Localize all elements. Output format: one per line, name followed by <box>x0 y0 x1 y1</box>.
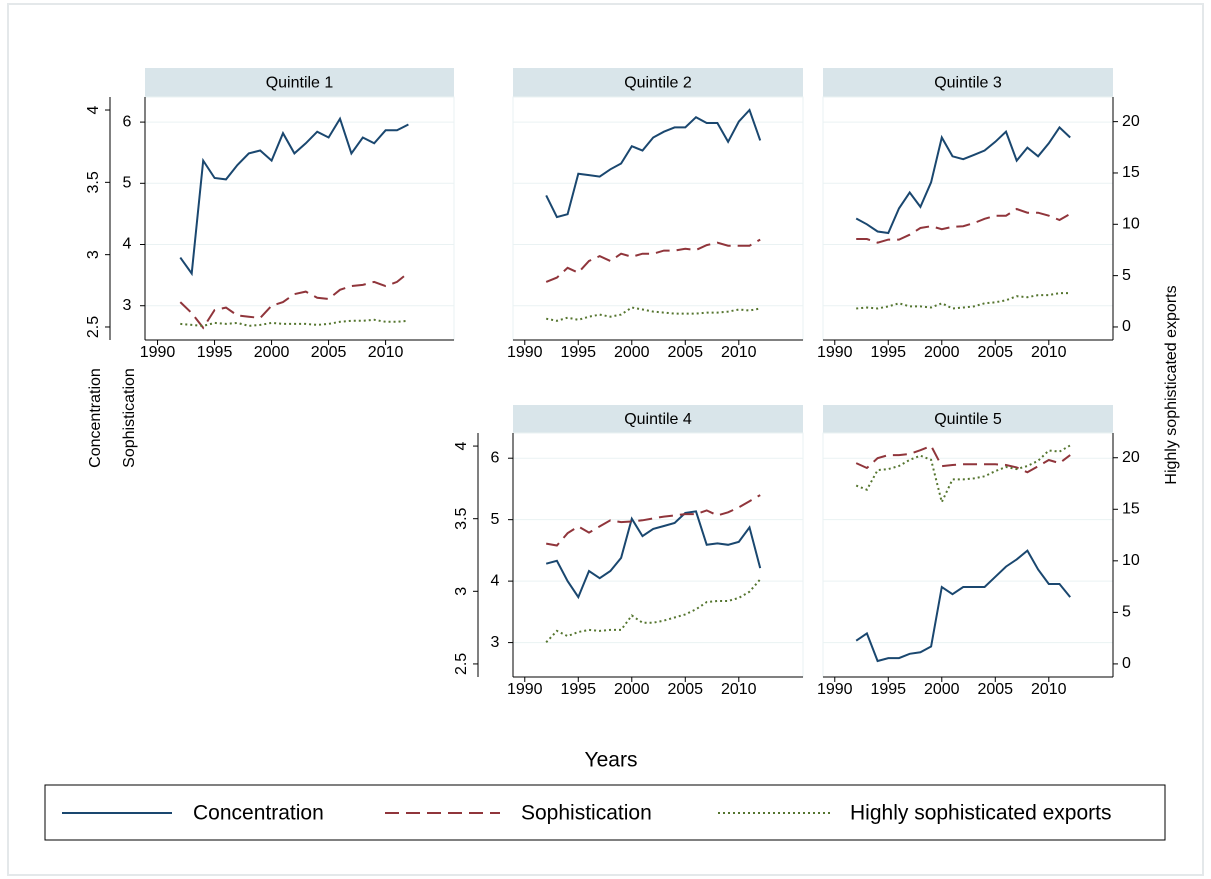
y-tick-label: 3.5 <box>453 507 470 529</box>
series-line <box>855 549 1071 663</box>
x-tick-label: 1990 <box>817 681 853 698</box>
y3-tick-label: 5 <box>1122 604 1131 621</box>
legend-label: Sophistication <box>521 802 652 825</box>
panel-header <box>513 405 803 433</box>
plot-area <box>822 432 1114 678</box>
y3-axis-title: Highly sophisticated exports <box>1163 285 1180 484</box>
series-line <box>856 207 1071 244</box>
y3-tick-label: 5 <box>1122 267 1131 284</box>
y3-tick-label: 15 <box>1122 501 1140 518</box>
x-tick-label: 2000 <box>614 681 650 698</box>
series-line <box>545 238 761 283</box>
x-tick-label: 1995 <box>560 681 596 698</box>
y-tick-label: 4 <box>453 442 470 451</box>
x-tick-label: 1990 <box>140 344 176 361</box>
x-tick-label: 2005 <box>977 344 1013 361</box>
series-line <box>546 494 761 547</box>
y3-tick-label: 0 <box>1122 318 1131 335</box>
x-tick-label: 1995 <box>560 344 596 361</box>
x-tick-label: 2010 <box>721 681 757 698</box>
x-tick-label: 2000 <box>924 344 960 361</box>
y-tick-label: 4 <box>85 105 102 114</box>
legend-label: Highly sophisticated exports <box>850 802 1111 825</box>
y2-tick-label: 3 <box>123 297 132 314</box>
x-tick-label: 2000 <box>924 681 960 698</box>
y-tick-label: 3 <box>85 250 102 259</box>
y-tick-label: 3 <box>453 587 470 596</box>
x-tick-label: 1990 <box>507 344 543 361</box>
y-tick-label: 2.5 <box>85 316 102 338</box>
x-tick-label: 1990 <box>817 344 853 361</box>
series-line <box>855 444 1071 506</box>
y3-tick-label: 0 <box>1122 655 1131 672</box>
y3-tick-label: 20 <box>1122 113 1140 130</box>
y-tick-label: 2.5 <box>453 653 470 675</box>
y3-tick-label: 15 <box>1122 164 1140 181</box>
series-line <box>856 292 1071 310</box>
panel-title: Quintile 3 <box>934 75 1002 92</box>
y3-tick-label: 10 <box>1122 216 1140 233</box>
panel-title: Quintile 1 <box>266 75 334 92</box>
series-line <box>545 510 762 600</box>
y2-tick-label: 5 <box>491 511 500 528</box>
panel-header <box>823 405 1113 433</box>
y2-tick-label: 6 <box>491 449 500 466</box>
series-line <box>855 444 1071 474</box>
x-tick-label: 2010 <box>1031 344 1067 361</box>
x-tick-label: 1995 <box>197 344 233 361</box>
plot-area <box>512 96 804 341</box>
y2-tick-label: 4 <box>491 572 500 589</box>
series-line <box>545 108 762 219</box>
y3-tick-label: 10 <box>1122 552 1140 569</box>
y2-tick-label: 6 <box>123 113 132 130</box>
y-tick-label: 3.5 <box>85 171 102 193</box>
legend-box <box>44 784 1166 841</box>
x-tick-label: 2010 <box>1031 681 1067 698</box>
x-tick-label: 1995 <box>870 344 906 361</box>
panel-header <box>823 68 1113 97</box>
x-tick-label: 2005 <box>667 681 703 698</box>
legend-label: Concentration <box>193 802 324 825</box>
plot-area <box>512 432 804 678</box>
panel-title: Quintile 2 <box>624 75 692 92</box>
y3-tick-label: 20 <box>1122 449 1140 466</box>
y-axis-title: Concentration <box>87 368 104 468</box>
panel-title: Quintile 5 <box>934 411 1002 428</box>
x-tick-label: 2010 <box>368 344 404 361</box>
panel-header <box>513 68 803 97</box>
y2-tick-label: 4 <box>123 236 132 253</box>
x-tick-label: 2000 <box>254 344 290 361</box>
series-line <box>180 318 409 327</box>
x-tick-label: 1990 <box>507 681 543 698</box>
x-tick-label: 2005 <box>977 681 1013 698</box>
panel-title: Quintile 4 <box>624 411 692 428</box>
plot-area <box>144 96 455 341</box>
y2-tick-label: 3 <box>491 634 500 651</box>
x-tick-label: 2005 <box>667 344 703 361</box>
x-tick-label: 2010 <box>721 344 757 361</box>
x-tick-label: 2005 <box>311 344 347 361</box>
series-line <box>546 306 761 322</box>
panel-header <box>145 68 454 97</box>
series-line <box>855 125 1071 235</box>
x-tick-label: 2000 <box>614 344 650 361</box>
x-axis-title: Years <box>585 749 638 772</box>
x-tick-label: 1995 <box>870 681 906 698</box>
series-line <box>179 116 409 277</box>
y2-tick-label: 5 <box>123 175 132 192</box>
plot-area <box>822 96 1114 341</box>
y2-axis-title: Sophistication <box>121 368 138 468</box>
